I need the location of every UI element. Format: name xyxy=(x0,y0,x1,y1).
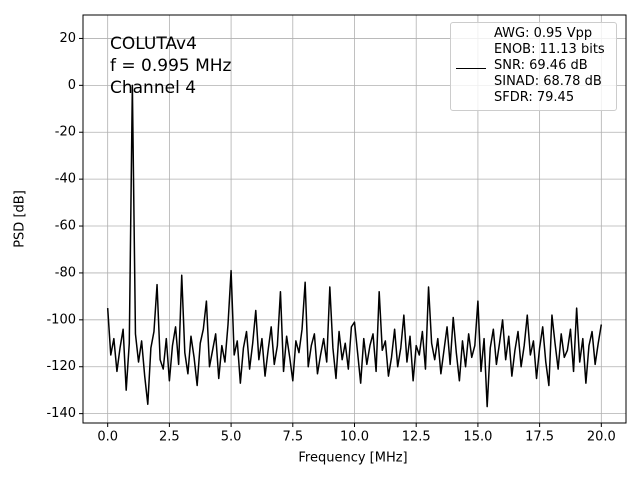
y-tick-label: -40 xyxy=(55,172,76,187)
y-tick-label: -140 xyxy=(46,406,76,421)
x-tick-label: 12.5 xyxy=(402,430,431,445)
x-tick-label: 0.0 xyxy=(97,430,118,445)
data-line xyxy=(106,84,603,408)
plot-frame xyxy=(82,14,627,424)
annotation: COLUTAv4 xyxy=(110,34,197,54)
y-tick-label: -60 xyxy=(55,219,76,234)
x-tick-label: 7.5 xyxy=(282,430,303,445)
y-tick-label: 0 xyxy=(68,78,76,93)
x-tick-label: 2.5 xyxy=(159,430,180,445)
x-tick-label: 15.0 xyxy=(463,430,492,445)
x-tick-label: 5.0 xyxy=(221,430,242,445)
annotation: Channel 4 xyxy=(110,78,196,98)
y-tick-label: 20 xyxy=(59,31,76,46)
x-tick-label: 10.0 xyxy=(340,430,369,445)
y-tick-label: -120 xyxy=(46,359,76,374)
y-axis-label: PSD [dB] xyxy=(13,190,28,248)
y-tick-label: -20 xyxy=(55,125,76,140)
legend-line xyxy=(456,68,486,69)
x-axis-label: Frequency [MHz] xyxy=(298,451,407,466)
y-tick-label: -80 xyxy=(55,265,76,280)
x-tick-label: 17.5 xyxy=(525,430,554,445)
y-tick-label: -100 xyxy=(46,312,76,327)
legend: AWG: 0.95 Vpp ENOB: 11.13 bits SNR: 69.4… xyxy=(450,22,617,111)
legend-label: AWG: 0.95 Vpp ENOB: 11.13 bits SNR: 69.4… xyxy=(494,26,605,105)
x-tick-label: 20.0 xyxy=(587,430,616,445)
annotation: f = 0.995 MHz xyxy=(110,56,232,76)
